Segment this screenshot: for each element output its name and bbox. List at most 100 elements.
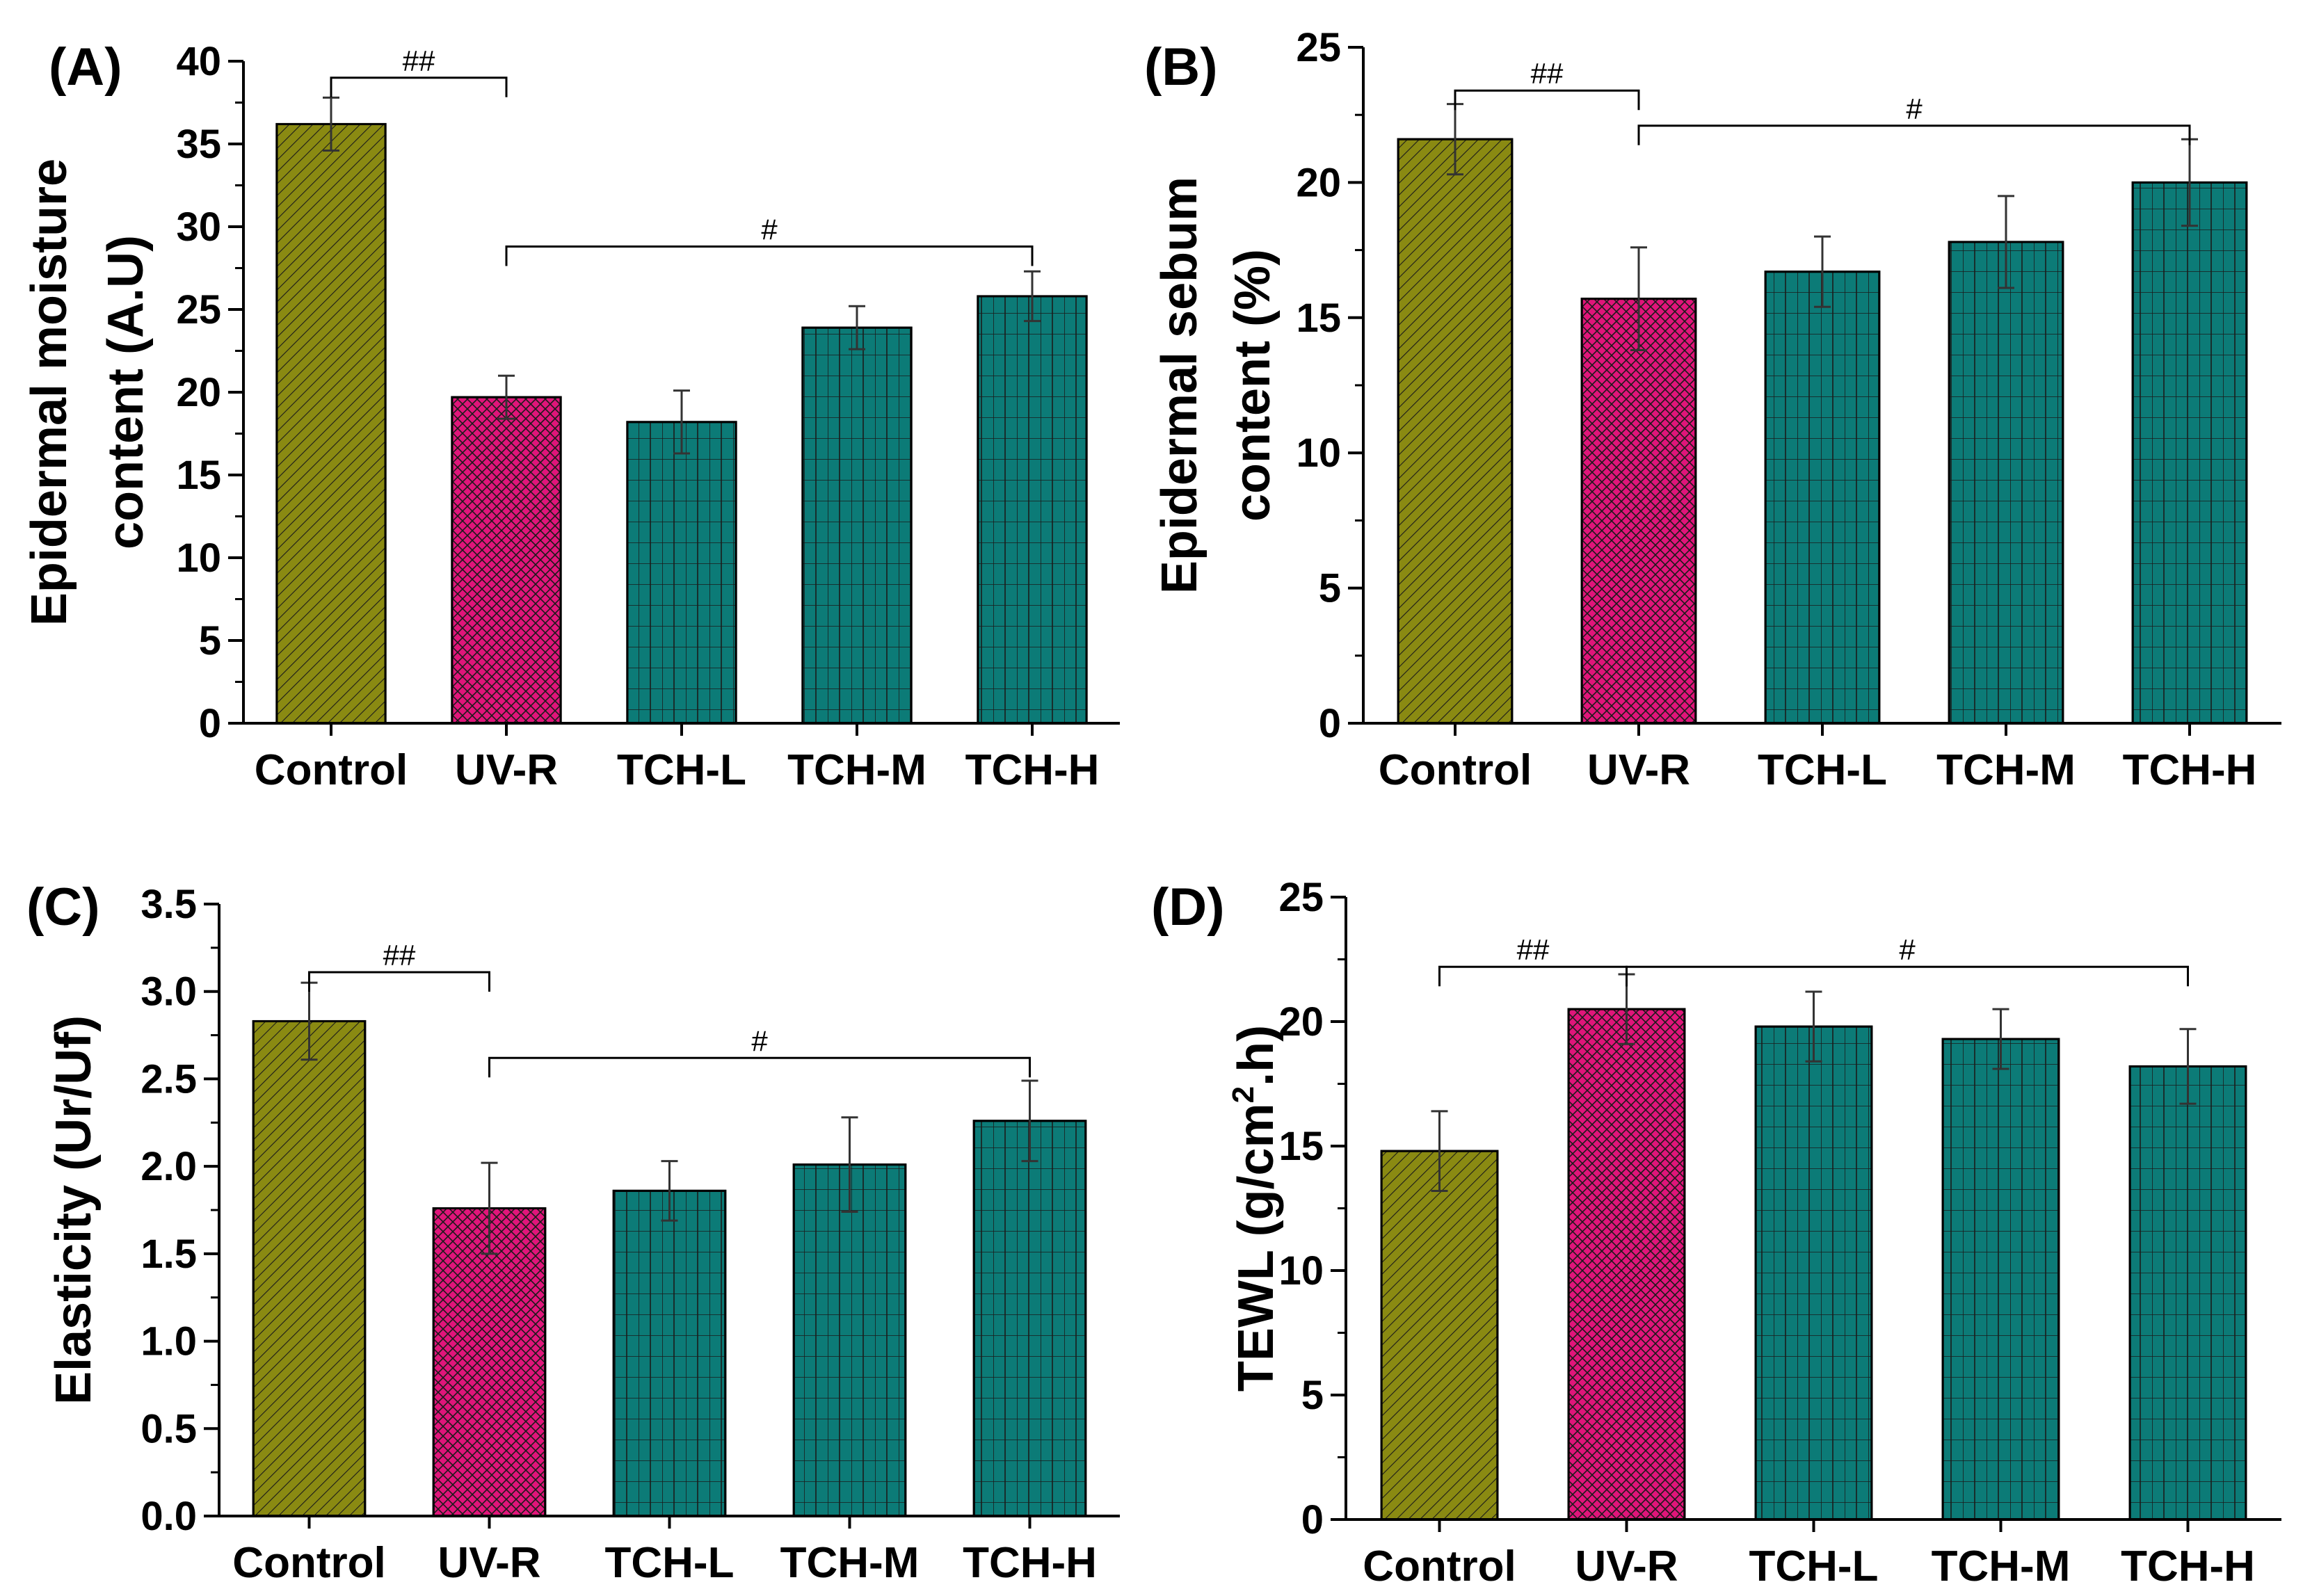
x-tick-label: TCH-M bbox=[787, 746, 926, 794]
x-tick-label: UV-R bbox=[1587, 746, 1690, 794]
significance-label: ## bbox=[1531, 57, 1564, 90]
bar-hatch-control bbox=[252, 1019, 367, 1517]
y-tick-label: 35 bbox=[176, 122, 221, 167]
x-tick-label: TCH-H bbox=[963, 1539, 1097, 1587]
bar-hatch-uv-r bbox=[1580, 298, 1697, 725]
x-tick-label: Control bbox=[255, 746, 408, 794]
y-tick-label: 2.5 bbox=[141, 1056, 197, 1102]
x-tick-label: TCH-L bbox=[617, 746, 746, 794]
bar-hatch-tch-h bbox=[2128, 1065, 2247, 1521]
y-tick-label: 30 bbox=[176, 204, 221, 250]
bar-hatch-control bbox=[1397, 138, 1514, 725]
x-tick-label: TCH-L bbox=[1749, 1542, 1879, 1590]
bar-hatch-tch-m bbox=[1948, 241, 2064, 725]
significance-label: # bbox=[761, 213, 778, 246]
y-tick-label: 40 bbox=[176, 39, 221, 84]
significance-bracket bbox=[488, 1056, 1031, 1078]
significance-bracket bbox=[1626, 965, 2189, 987]
y-tick-label: 2.0 bbox=[141, 1144, 197, 1189]
significance-bracket bbox=[308, 971, 490, 992]
x-tick-label: TCH-L bbox=[605, 1539, 735, 1587]
significance-bracket bbox=[1438, 965, 1628, 987]
y-tick-label: 25 bbox=[176, 287, 221, 332]
x-tick-label: TCH-M bbox=[780, 1539, 920, 1587]
bar-hatch-control bbox=[275, 122, 387, 725]
bar-hatch-uv-r bbox=[451, 396, 562, 725]
y-axis-label: TEWL (g/cm2.h) bbox=[1226, 1025, 1284, 1392]
x-tick-label: UV-R bbox=[438, 1539, 540, 1587]
y-tick-label: 0.5 bbox=[141, 1406, 197, 1451]
y-tick-label: 0 bbox=[1319, 701, 1341, 746]
y-tick-label: 20 bbox=[1278, 999, 1324, 1045]
y-tick-label: 0 bbox=[1301, 1497, 1324, 1542]
chart-panel-c: (C) Elasticity (Ur/Uf) Control UV-R TCH-L TCH… bbox=[26, 878, 1120, 1587]
significance-label: ## bbox=[383, 939, 416, 972]
bar-hatch-uv-r bbox=[1567, 1008, 1686, 1521]
y-tick-label: 3.0 bbox=[141, 969, 197, 1015]
chart-panel-b: (B) Epidermal sebum content (%) Control UV-R… bbox=[1144, 25, 2281, 794]
significance-label: # bbox=[751, 1024, 768, 1057]
bar-hatch-tch-m bbox=[1941, 1038, 2060, 1521]
y-axis-label: Epidermal sebum bbox=[1152, 177, 1207, 594]
y-tick-label: 0 bbox=[199, 701, 221, 746]
significance-bracket bbox=[1454, 89, 1640, 111]
y-tick-label: 15 bbox=[1296, 296, 1341, 341]
chart-panel-a: (A) Epidermal moisture content (A.U) Contro… bbox=[22, 38, 1120, 794]
bar-hatch-tch-m bbox=[801, 326, 913, 725]
significance-label: ## bbox=[403, 45, 435, 77]
bar-hatch-tch-l bbox=[626, 421, 737, 725]
bar-hatch-tch-h bbox=[977, 295, 1088, 725]
y-tick-label: 3.5 bbox=[141, 882, 197, 927]
bar-hatch-tch-h bbox=[972, 1120, 1087, 1517]
y-tick-label: 15 bbox=[176, 453, 221, 498]
bar-hatch-tch-l bbox=[1764, 271, 1881, 725]
y-axis-label-superscript: 2 bbox=[1226, 1086, 1260, 1103]
y-tick-label: 10 bbox=[1296, 430, 1341, 476]
bar-hatch-tch-l bbox=[1754, 1025, 1873, 1521]
significance-label: # bbox=[1899, 933, 1916, 966]
y-tick-label: 0.0 bbox=[141, 1494, 197, 1539]
panel-label: (A) bbox=[49, 38, 122, 97]
y-tick-label: 25 bbox=[1278, 875, 1324, 920]
significance-label: # bbox=[1906, 92, 1923, 125]
panel-label: (B) bbox=[1144, 38, 1218, 97]
y-tick-label: 15 bbox=[1278, 1124, 1324, 1169]
significance-bracket bbox=[505, 245, 1034, 266]
y-tick-label: 5 bbox=[1301, 1373, 1324, 1418]
y-axis-label: Elasticity (Ur/Uf) bbox=[46, 1015, 102, 1405]
x-tick-label: Control bbox=[1379, 746, 1532, 794]
x-tick-label: UV-R bbox=[1575, 1542, 1678, 1590]
y-axis-label: content (A.U) bbox=[98, 235, 154, 549]
panel-label: (C) bbox=[26, 878, 100, 937]
significance-label: ## bbox=[1517, 933, 1550, 966]
bar-hatch-uv-r bbox=[432, 1207, 547, 1517]
y-tick-label: 10 bbox=[176, 535, 221, 581]
x-tick-label: Control bbox=[1363, 1542, 1516, 1590]
bar-hatch-control bbox=[1380, 1150, 1499, 1521]
bar-hatch-tch-m bbox=[792, 1163, 907, 1517]
y-axis-label-part: TEWL (g/cm bbox=[1228, 1103, 1284, 1392]
y-tick-label: 25 bbox=[1296, 25, 1341, 70]
y-tick-label: 5 bbox=[199, 618, 221, 663]
x-tick-label: UV-R bbox=[455, 746, 558, 794]
x-tick-label: TCH-H bbox=[2121, 1542, 2255, 1590]
panel-label: (D) bbox=[1151, 878, 1225, 937]
y-axis-label: content (%) bbox=[1225, 249, 1281, 522]
significance-bracket bbox=[330, 76, 508, 97]
y-tick-label: 20 bbox=[176, 370, 221, 415]
y-tick-label: 5 bbox=[1319, 566, 1341, 611]
x-tick-label: TCH-H bbox=[2123, 746, 2257, 794]
y-axis-label: Epidermal moisture bbox=[22, 159, 77, 626]
x-tick-label: TCH-L bbox=[1758, 746, 1887, 794]
chart-panel-d: (D) TEWL (g/cm2.h) Control UV-R TCH-L TCH-M TC… bbox=[1151, 875, 2281, 1590]
x-tick-label: TCH-M bbox=[1932, 1542, 2071, 1590]
y-tick-label: 1.5 bbox=[141, 1232, 197, 1277]
y-tick-label: 20 bbox=[1296, 160, 1341, 205]
x-tick-label: Control bbox=[232, 1539, 385, 1587]
bar-hatch-tch-h bbox=[2131, 181, 2248, 725]
bar-hatch-tch-l bbox=[612, 1189, 727, 1517]
y-tick-label: 1.0 bbox=[141, 1319, 197, 1364]
x-tick-label: TCH-H bbox=[965, 746, 1100, 794]
x-tick-label: TCH-M bbox=[1936, 746, 2076, 794]
